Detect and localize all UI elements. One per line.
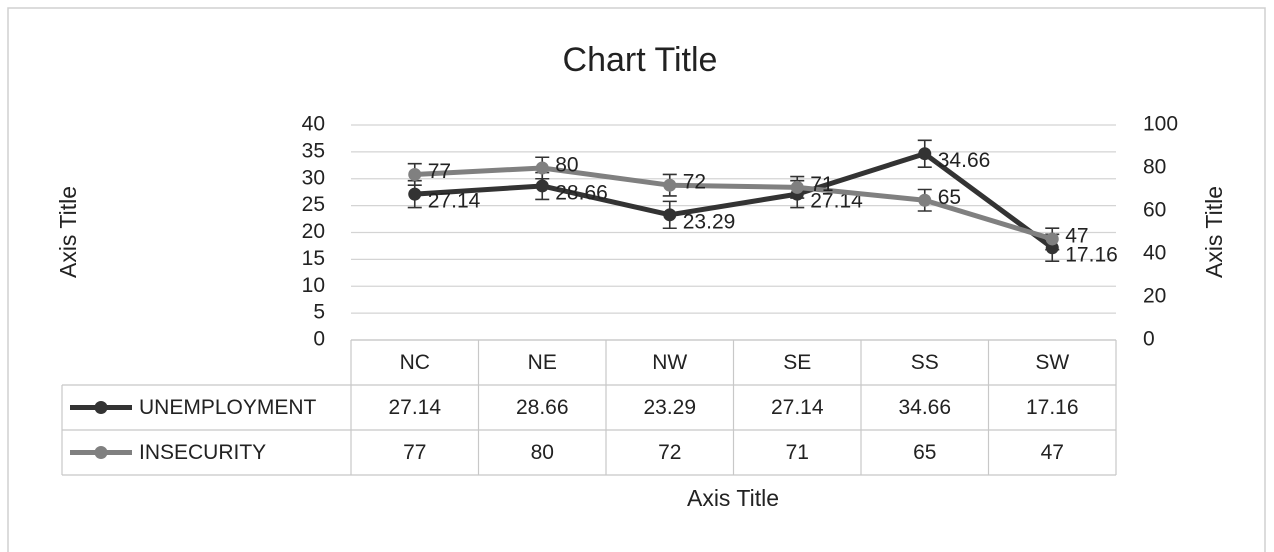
data-label: 65: [938, 186, 961, 209]
table-value: 80: [531, 441, 554, 464]
data-label: 71: [810, 173, 833, 196]
x-tick-label: SS: [911, 351, 939, 374]
y-tick-label: 30: [302, 166, 325, 189]
table-value: 34.66: [898, 396, 951, 419]
y2-axis-title: Axis Title: [1201, 186, 1227, 278]
marker: [408, 187, 422, 201]
marker: [408, 167, 422, 181]
table-value: 77: [403, 441, 426, 464]
marker: [790, 180, 804, 194]
marker: [1045, 232, 1059, 246]
y2-tick-label: 80: [1143, 156, 1166, 179]
x-tick-label: SW: [1035, 351, 1069, 374]
table-value: 23.29: [643, 396, 696, 419]
series-line: [414, 151, 1054, 250]
marker: [535, 179, 549, 193]
marker: [535, 161, 549, 175]
legend-label: UNEMPLOYMENT: [139, 396, 317, 419]
data-label: 80: [555, 154, 578, 177]
table-value: 47: [1041, 441, 1064, 464]
chart-title: Chart Title: [563, 41, 718, 79]
marker: [918, 193, 932, 207]
y-tick-label: 40: [302, 113, 325, 136]
y2-tick-label: 100: [1143, 113, 1178, 136]
y2-tick-label: 40: [1143, 242, 1166, 265]
x-tick-label: SE: [783, 351, 811, 374]
table-value: 72: [658, 441, 681, 464]
legend-marker: [94, 446, 108, 459]
data-label: 47: [1065, 224, 1088, 247]
legend-label: INSECURITY: [139, 441, 266, 464]
data-label: 28.66: [555, 181, 608, 204]
y-axis-title: Axis Title: [55, 186, 81, 278]
data-label: 34.66: [938, 149, 991, 172]
data-label: 23.29: [683, 210, 736, 233]
y-tick-label: 15: [302, 247, 325, 270]
series-line: [414, 165, 1053, 242]
x-tick-label: NE: [528, 351, 557, 374]
data-label: 72: [683, 171, 706, 194]
table-value: 28.66: [516, 396, 569, 419]
x-axis-title: Axis Title: [687, 485, 779, 511]
y-tick-label: 25: [302, 193, 325, 216]
legend-marker: [94, 401, 108, 414]
marker: [918, 147, 932, 161]
y-tick-label: 0: [313, 328, 325, 351]
y-tick-label: 20: [302, 220, 325, 243]
marker: [663, 178, 677, 192]
table-value: 27.14: [771, 396, 824, 419]
data-label: 77: [428, 160, 451, 183]
y-tick-label: 35: [302, 139, 325, 162]
chart-border: [7, 7, 1266, 552]
data-label: 27.14: [810, 190, 863, 213]
y-tick-label: 5: [313, 301, 325, 324]
y2-tick-label: 20: [1143, 285, 1166, 308]
table-value: 27.14: [388, 396, 441, 419]
y2-tick-label: 0: [1143, 328, 1155, 351]
x-tick-label: NC: [400, 351, 430, 374]
table-value: 71: [786, 441, 809, 464]
data-label: 27.14: [428, 190, 481, 213]
y2-tick-label: 60: [1143, 199, 1166, 222]
marker: [663, 208, 677, 222]
y-tick-label: 10: [302, 274, 325, 297]
table-value: 17.16: [1026, 396, 1079, 419]
data-label: 17.16: [1065, 243, 1118, 266]
x-tick-label: NW: [652, 351, 687, 374]
table-value: 65: [913, 441, 936, 464]
